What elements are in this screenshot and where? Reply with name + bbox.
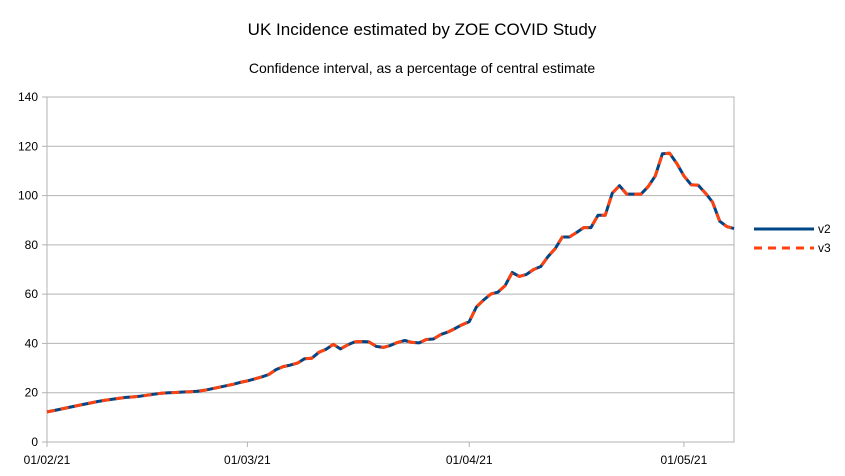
x-axis: 01/02/21 01/03/21 01/04/21 01/05/21 <box>24 442 708 467</box>
y-tick-label: 140 <box>18 90 38 104</box>
y-tick-label: 80 <box>25 238 39 252</box>
chart-subtitle: Confidence interval, as a percentage of … <box>249 60 596 76</box>
y-tick-label: 120 <box>18 139 38 153</box>
x-tick-label: 01/02/21 <box>24 453 71 467</box>
series-line-v2 <box>46 151 735 414</box>
legend-label-v2: v2 <box>818 222 831 236</box>
x-tick-label: 01/04/21 <box>446 453 493 467</box>
y-tick-label: 40 <box>25 336 39 350</box>
y-tick-label: 60 <box>25 287 39 301</box>
series-line-v3 <box>46 151 735 414</box>
grid <box>47 96 734 443</box>
y-tick-label: 20 <box>25 386 39 400</box>
y-axis: 0 20 40 60 80 100 120 140 <box>18 90 47 449</box>
x-tick-label: 01/05/21 <box>661 453 708 467</box>
legend-label-v3: v3 <box>818 241 831 255</box>
chart-title: UK Incidence estimated by ZOE COVID Stud… <box>248 20 597 39</box>
series-lines <box>46 151 735 414</box>
x-tick-label: 01/03/21 <box>224 453 271 467</box>
plot-area <box>46 96 735 443</box>
y-tick-label: 0 <box>31 435 38 449</box>
y-tick-label: 100 <box>18 189 38 203</box>
